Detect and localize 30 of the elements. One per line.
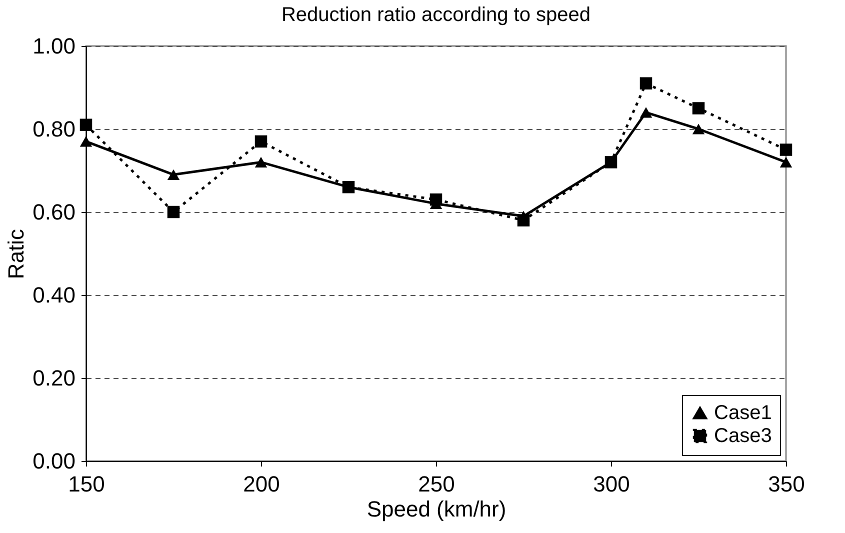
x-tick-label: 300 (593, 472, 630, 496)
point (692, 124, 705, 134)
legend-label: Case3 (714, 425, 772, 447)
point (517, 214, 530, 226)
point (430, 193, 442, 206)
point (640, 77, 652, 90)
point (167, 206, 180, 218)
x-tick-label: 250 (418, 472, 455, 496)
y-tick-label: 1.00 (32, 34, 76, 58)
x-axis-title: Speed (km/hr) (366, 496, 506, 522)
y-tick-label: 0.60 (32, 200, 76, 224)
point (254, 135, 268, 148)
y-axis-title: Ratic (4, 228, 29, 280)
point (254, 156, 268, 168)
x-tick-label: 150 (68, 472, 105, 496)
y-tick-label: 0.20 (32, 366, 76, 390)
y-tick-label: 0.00 (32, 448, 76, 474)
point (80, 136, 92, 147)
point (167, 169, 180, 180)
point (692, 102, 705, 114)
point (80, 118, 92, 131)
y-tick-label: 0.80 (32, 116, 76, 142)
x-tick-label: 350 (768, 472, 805, 496)
y-tick-label: 0.40 (32, 282, 76, 308)
point (780, 144, 792, 156)
legend-label: Case1 (714, 402, 772, 424)
chart-title: Reduction ratio according to speed (281, 4, 591, 26)
point (640, 107, 652, 118)
point (780, 156, 792, 168)
x-tick-label: 200 (243, 472, 280, 496)
